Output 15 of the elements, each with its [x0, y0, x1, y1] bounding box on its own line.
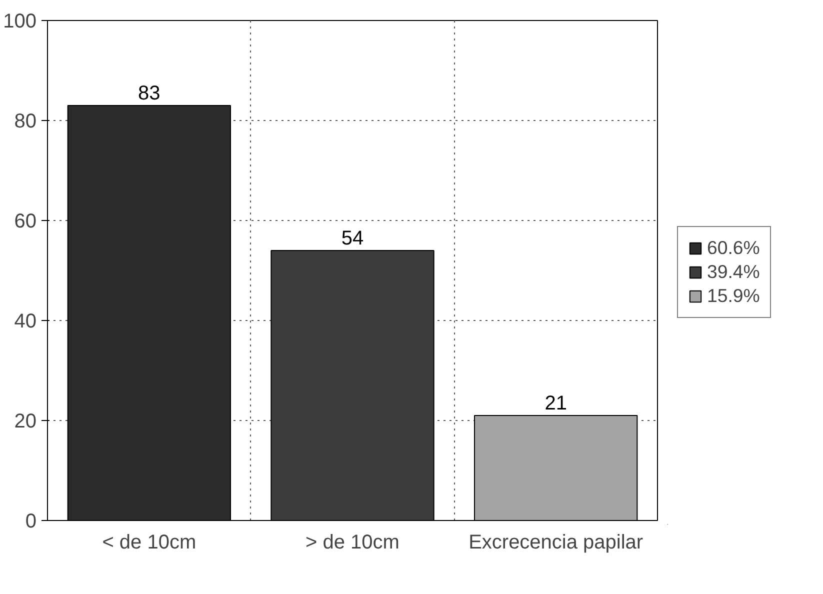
y-tick-label: 20 [14, 410, 37, 432]
y-tick-label: 60 [14, 210, 37, 232]
data-label: 54 [341, 228, 364, 250]
y-tick-label: 0 [25, 510, 36, 532]
y-tick-label: 80 [14, 110, 37, 132]
x-tick-label: < de 10cm [102, 532, 196, 554]
legend-label: 15.9% [707, 285, 760, 307]
x-tick-label: Excrecencia papilar [468, 532, 644, 554]
legend-label: 39.4% [707, 261, 760, 283]
y-tick-label: 40 [14, 310, 37, 332]
data-label: 83 [138, 82, 160, 104]
data-label: 21 [544, 392, 567, 414]
y-tick-label: 100 [3, 10, 37, 32]
legend-label: 60.6% [707, 237, 760, 259]
x-tick-label: > de 10cm [306, 532, 400, 554]
